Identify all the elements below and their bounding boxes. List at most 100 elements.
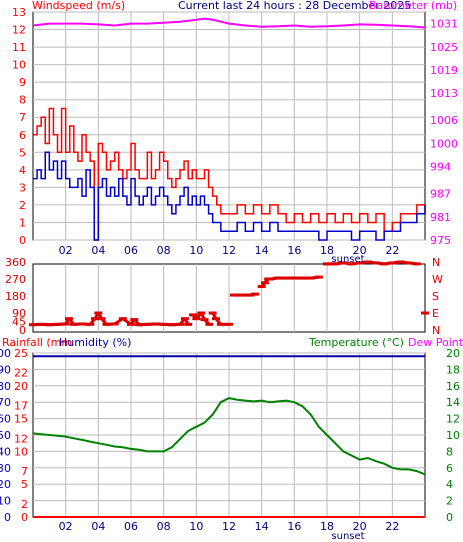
temperature-tick-label: 6 bbox=[446, 462, 453, 475]
wind-tick-label: 4 bbox=[19, 164, 26, 177]
temperature-tick-label: 8 bbox=[446, 445, 453, 458]
barometer-tick-label: 1013 bbox=[430, 87, 458, 100]
humidity-tick-label: 70 bbox=[0, 396, 11, 409]
wind-x-tick-label: 08 bbox=[157, 244, 171, 257]
direction-point bbox=[184, 322, 193, 326]
rain-x-tick-label: 10 bbox=[189, 520, 203, 533]
humidity-tick-label: 100 bbox=[0, 347, 11, 360]
wind-tick-label: 12 bbox=[12, 24, 26, 37]
direction-point bbox=[412, 262, 421, 266]
direction-compass-label: W bbox=[432, 273, 443, 286]
rainfall-title: Rainfall (mm bbox=[2, 336, 72, 349]
humidity-tick-label: 90 bbox=[0, 363, 11, 376]
sunset-label-top: sunset bbox=[331, 254, 364, 265]
rain-x-tick-label: 16 bbox=[287, 520, 301, 533]
direction-point bbox=[205, 322, 214, 326]
wind-x-tick-label: 02 bbox=[59, 244, 73, 257]
wind-x-tick-label: 10 bbox=[189, 244, 203, 257]
direction-tick-label: 90 bbox=[12, 307, 26, 320]
rain-x-tick-label: 18 bbox=[320, 520, 334, 533]
direction-compass-label: N bbox=[432, 256, 440, 269]
temperature-series bbox=[32, 397, 426, 476]
rainfall-tick-label: 20 bbox=[14, 380, 28, 393]
wind-tick-label: 6 bbox=[19, 129, 26, 142]
rainfall-tick-label: 5 bbox=[21, 478, 28, 491]
temperature-tick-label: 10 bbox=[446, 429, 460, 442]
humidity-tick-label: 10 bbox=[0, 495, 11, 508]
rainfall-tick-label: 10 bbox=[14, 445, 28, 458]
wind-x-tick-label: 04 bbox=[91, 244, 105, 257]
barometer-title: Barometer (mb) bbox=[369, 0, 457, 12]
rain-x-tick-label: 14 bbox=[255, 520, 269, 533]
wind-tick-label: 0 bbox=[19, 234, 26, 247]
humidity-title: Humidity (%) bbox=[59, 336, 131, 349]
sunset-label-bottom: sunset bbox=[331, 531, 364, 542]
rainfall-tick-label: 2 bbox=[21, 498, 28, 511]
humidity-tick-label: 40 bbox=[0, 445, 11, 458]
direction-tick-label: 180 bbox=[5, 290, 26, 303]
temperature-tick-label: 2 bbox=[446, 495, 453, 508]
wind-gust-series bbox=[33, 107, 426, 241]
dewpoint-title: Dew Point bbox=[408, 336, 463, 349]
wind-tick-label: 10 bbox=[12, 59, 26, 72]
rainfall-tick-label: 22 bbox=[14, 367, 28, 380]
direction-compass-label: N bbox=[432, 324, 440, 337]
barometer-series bbox=[32, 17, 426, 29]
barometer-tick-label: 987 bbox=[430, 188, 451, 201]
direction-tick-label: 360 bbox=[5, 256, 26, 269]
wind-tick-label: 2 bbox=[19, 199, 26, 212]
humidity-tick-label: 20 bbox=[0, 478, 11, 491]
temperature-tick-label: 16 bbox=[446, 380, 460, 393]
wind-tick-label: 7 bbox=[19, 111, 26, 124]
barometer-tick-label: 1006 bbox=[430, 114, 458, 127]
humidity-tick-label: 50 bbox=[0, 429, 11, 442]
wind-tick-label: 11 bbox=[12, 41, 26, 54]
wind-tick-label: 5 bbox=[19, 146, 26, 159]
rain-x-tick-label: 12 bbox=[222, 520, 236, 533]
humidity-tick-label: 30 bbox=[0, 462, 11, 475]
temperature-title: Temperature (°C) bbox=[308, 336, 404, 349]
temperature-tick-label: 4 bbox=[446, 478, 453, 491]
temperature-tick-label: 0 bbox=[446, 511, 453, 524]
direction-tick-label: 45 bbox=[12, 316, 26, 329]
wind-x-tick-label: 20 bbox=[353, 244, 367, 257]
rainfall-tick-label: 15 bbox=[14, 413, 28, 426]
wind-tick-label: 8 bbox=[19, 94, 26, 107]
windspeed-title: Windspeed (m/s) bbox=[32, 0, 125, 12]
humidity-tick-label: 0 bbox=[4, 511, 11, 524]
rain-x-tick-label: 08 bbox=[157, 520, 171, 533]
barometer-tick-label: 981 bbox=[430, 211, 451, 224]
rainfall-tick-label: 0 bbox=[21, 511, 28, 524]
temperature-tick-label: 18 bbox=[446, 363, 460, 376]
direction-point bbox=[225, 322, 233, 326]
humidity-tick-label: 60 bbox=[0, 413, 11, 426]
chart-period-title: Current last 24 hours : 28 December 2025 bbox=[178, 0, 411, 12]
direction-tick-label: 270 bbox=[5, 273, 26, 286]
wind-x-tick-label: 12 bbox=[222, 244, 236, 257]
wind-x-tick-label: 14 bbox=[255, 244, 269, 257]
barometer-tick-label: 1019 bbox=[430, 64, 458, 77]
direction-point bbox=[251, 292, 260, 296]
rainfall-tick-label: 7 bbox=[21, 465, 28, 478]
wind-average-series bbox=[33, 151, 426, 241]
rain-x-tick-label: 20 bbox=[353, 520, 367, 533]
direction-point bbox=[314, 275, 323, 279]
rain-x-tick-label: 02 bbox=[59, 520, 73, 533]
wind-tick-label: 1 bbox=[19, 216, 26, 229]
barometer-tick-label: 994 bbox=[430, 161, 451, 174]
wind-x-tick-label: 16 bbox=[287, 244, 301, 257]
temperature-tick-label: 20 bbox=[446, 347, 460, 360]
direction-tick-label: 0 bbox=[19, 324, 26, 337]
direction-compass-label: S bbox=[432, 290, 439, 303]
rain-x-tick-label: 06 bbox=[124, 520, 138, 533]
wind-x-tick-label: 06 bbox=[124, 244, 138, 257]
barometer-tick-label: 1031 bbox=[430, 18, 458, 31]
direction-compass-label: E bbox=[432, 307, 439, 320]
wind-tick-label: 3 bbox=[19, 181, 26, 194]
rainfall-tick-label: 17 bbox=[14, 399, 28, 412]
barometer-tick-label: 975 bbox=[430, 234, 451, 247]
rainfall-tick-label: 12 bbox=[14, 432, 28, 445]
temperature-tick-label: 12 bbox=[446, 413, 460, 426]
direction-point bbox=[421, 311, 429, 315]
